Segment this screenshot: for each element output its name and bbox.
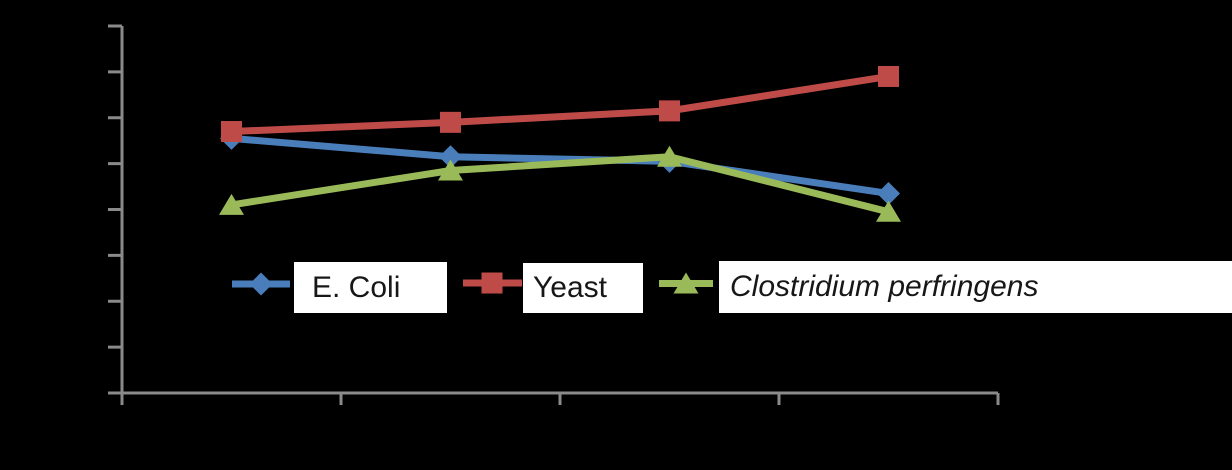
series-marker-yeast bbox=[440, 111, 461, 133]
legend-key-marker-e-coli bbox=[249, 272, 273, 296]
series-marker-clostridium-perfringens bbox=[657, 145, 682, 167]
series-marker-clostridium-perfringens bbox=[876, 200, 901, 222]
series-line-clostridium-perfringens bbox=[228, 153, 892, 216]
legend-label-clostridium: Clostridium perfringens bbox=[730, 270, 1039, 303]
legend-label-yeast: Yeast bbox=[533, 271, 607, 304]
series-marker-e-coli bbox=[877, 181, 900, 205]
series-line-yeast bbox=[228, 72, 892, 136]
legend-item-ecoli: E. Coli bbox=[294, 262, 447, 313]
series-marker-yeast bbox=[659, 100, 680, 122]
series-marker-clostridium-perfringens bbox=[438, 159, 463, 181]
legend-key-marker-yeast bbox=[481, 272, 503, 294]
legend-item-clostridium: Clostridium perfringens bbox=[719, 261, 1232, 313]
series-marker-clostridium-perfringens bbox=[219, 193, 244, 215]
legend-label-ecoli: E. Coli bbox=[312, 270, 401, 304]
legend-item-yeast: Yeast bbox=[523, 263, 643, 313]
series-marker-yeast bbox=[221, 121, 242, 143]
series-marker-e-coli bbox=[439, 145, 462, 169]
legend-key-marker-clostridium-perfringens bbox=[673, 272, 699, 294]
series-line-e-coli bbox=[228, 134, 892, 197]
series-marker-yeast bbox=[878, 65, 899, 87]
